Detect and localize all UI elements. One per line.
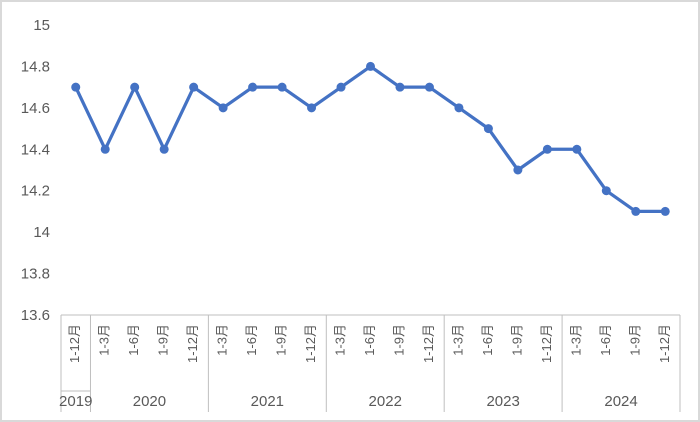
x-axis-period-label: 1-3月: [215, 324, 230, 356]
data-point-marker: [513, 165, 523, 175]
x-axis-period-label: 1-3月: [450, 324, 465, 356]
x-axis-period-label: 1-3月: [333, 324, 348, 356]
x-axis-period-label: 1-6月: [362, 324, 377, 356]
data-point-marker: [395, 82, 405, 92]
x-axis-period-label: 1-9月: [627, 324, 642, 356]
x-axis-period-label: 1-9月: [156, 324, 171, 356]
data-point-marker: [601, 186, 611, 196]
data-point-marker: [159, 144, 169, 154]
x-axis-period-label: 1-3月: [97, 324, 112, 356]
data-point-marker: [660, 206, 670, 216]
y-axis-tick-label: 14.2: [21, 183, 50, 200]
y-axis-tick-label: 13.8: [21, 266, 50, 283]
x-axis-period-label: 1-6月: [244, 324, 259, 356]
x-axis-period-label: 1-9月: [509, 324, 524, 356]
y-axis-tick-label: 14.6: [21, 100, 50, 117]
y-axis-tick-label: 13.6: [21, 307, 50, 324]
x-axis-year-label: 2023: [486, 393, 519, 410]
x-axis-period-label: 1-12月: [539, 324, 554, 363]
data-point-marker: [424, 82, 434, 92]
data-point-marker: [366, 61, 375, 71]
y-axis-tick-label: 14.4: [21, 141, 50, 158]
data-point-marker: [277, 82, 287, 92]
y-axis-tick-label: 14.8: [21, 58, 50, 75]
y-axis-tick-label: 14: [33, 224, 50, 241]
x-axis-period-label: 1-9月: [274, 324, 289, 356]
x-axis-period-label: 1-12月: [185, 324, 200, 363]
data-point-marker: [631, 206, 641, 216]
x-axis-year-label: 2020: [133, 393, 166, 410]
data-point-marker: [307, 103, 317, 113]
x-axis-year-label: 2021: [251, 393, 284, 410]
x-axis-period-label: 1-12月: [657, 324, 672, 363]
x-axis-year-label: 2024: [604, 393, 637, 410]
data-point-marker: [336, 82, 346, 92]
data-point-marker: [454, 103, 464, 113]
x-axis-year-label: 2019: [59, 393, 92, 410]
series-line: [74, 64, 667, 214]
x-axis-period-label: 1-12月: [303, 324, 318, 363]
x-axis-period-label: 1-6月: [126, 324, 141, 356]
x-axis-period-label: 1-6月: [598, 324, 613, 356]
data-point-marker: [218, 103, 228, 113]
data-point-marker: [100, 144, 110, 154]
x-axis-year-label: 2022: [369, 393, 402, 410]
x-axis-period-label: 1-3月: [568, 324, 583, 356]
data-point-marker: [130, 82, 140, 92]
data-point-marker: [189, 82, 199, 92]
x-axis-period-label: 1-9月: [391, 324, 406, 356]
data-point-marker: [483, 124, 493, 134]
x-axis-period-label: 1-12月: [421, 324, 436, 363]
data-point-marker: [248, 82, 258, 92]
y-axis-tick-label: 15: [33, 17, 50, 34]
x-axis-period-label: 1-12月: [67, 324, 82, 363]
data-point-marker: [542, 144, 552, 154]
data-point-marker: [572, 144, 582, 154]
data-point-marker: [71, 82, 81, 92]
x-axis-period-label: 1-6月: [480, 324, 495, 356]
